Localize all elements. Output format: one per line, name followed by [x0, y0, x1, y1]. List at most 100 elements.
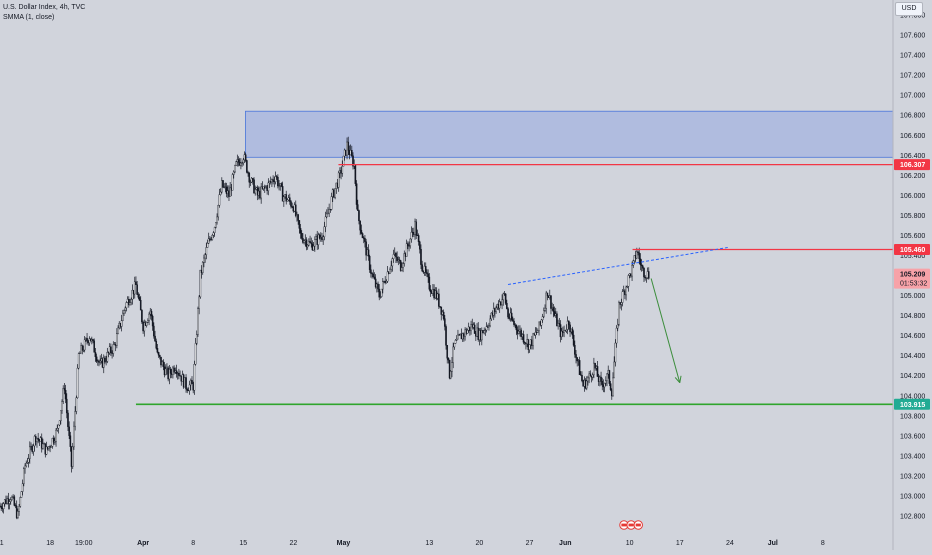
candle-body [517, 331, 520, 334]
candle-body [392, 254, 395, 259]
candle-body [139, 299, 142, 311]
y-tick-label: 106.400 [900, 153, 925, 160]
candle-body [211, 235, 214, 240]
candle-body [188, 384, 191, 391]
candle-body [13, 496, 16, 506]
candle-body [25, 462, 28, 467]
candle-body [306, 244, 309, 248]
currency-button[interactable]: USD [895, 2, 923, 16]
y-tick-label: 107.800 [900, 13, 925, 20]
candle-body [194, 343, 197, 365]
candle-body [229, 187, 231, 197]
candle-body [367, 249, 370, 257]
candle-body [231, 174, 234, 191]
us-flag-stripe [635, 523, 641, 527]
candle-body [488, 325, 490, 327]
candle-body [560, 330, 563, 338]
candle-body [606, 373, 608, 381]
candle-body [515, 325, 518, 331]
y-tick-label: 105.600 [900, 233, 925, 240]
candle-body [398, 259, 401, 261]
candle-body [553, 311, 556, 316]
candle-body [442, 311, 445, 319]
candle-body [160, 356, 162, 366]
candle-body [286, 199, 289, 202]
candle-body [593, 362, 595, 375]
legend-title: U.S. Dollar Index, 4h, TVC [3, 4, 86, 11]
candle-body [125, 302, 128, 309]
candle-body [278, 185, 280, 187]
candle-body [532, 333, 534, 346]
candle-body [309, 241, 311, 243]
x-tick-label: 22 [289, 540, 297, 547]
candle-body [219, 191, 222, 195]
candle-body [244, 154, 247, 161]
candle-body [45, 446, 48, 455]
candle-body [133, 281, 136, 295]
candle-body [104, 357, 106, 362]
candle-body [565, 329, 568, 332]
y-tick-label: 106.200 [900, 173, 925, 180]
candle-body [626, 286, 629, 288]
candle-body [361, 233, 364, 239]
candle-body [483, 330, 485, 334]
candle-body [240, 162, 242, 166]
y-tick-label: 107.600 [900, 33, 925, 40]
candle-body [355, 183, 358, 205]
candle-body [356, 204, 359, 211]
candle-body [364, 238, 366, 242]
candle-body [427, 273, 429, 278]
candle-body [330, 196, 333, 210]
y-tick-label: 103.600 [900, 433, 925, 440]
candle-body [445, 326, 447, 346]
candle-body [640, 264, 643, 267]
candle-body [169, 368, 172, 374]
candle-body [591, 374, 594, 378]
x-tick-label: 8 [821, 540, 825, 547]
candle-body [616, 324, 619, 329]
candle-body [440, 306, 443, 315]
candle-body [14, 505, 17, 507]
candle-body [446, 345, 449, 359]
candle-body [374, 278, 377, 288]
price-label-value: 105.209 [900, 272, 925, 279]
candle-body [389, 269, 391, 274]
candle-body [60, 410, 62, 422]
rising-trendline [507, 246, 728, 286]
candle-body [359, 220, 361, 231]
candle-body [373, 276, 376, 280]
candle-body [102, 357, 105, 368]
candle-body [2, 503, 5, 510]
x-tick-label: 11 [0, 540, 4, 547]
candle-body [571, 328, 574, 336]
y-tick-label: 104.000 [900, 393, 925, 400]
candle-body [324, 216, 327, 228]
candle-body [105, 361, 107, 363]
x-tick-label: 19:00 [75, 540, 93, 547]
x-tick-label: 18 [46, 540, 54, 547]
candle-body [253, 179, 255, 194]
candle-body [32, 445, 35, 452]
candle-body [129, 302, 131, 306]
candle-body [83, 339, 86, 351]
candle-body [371, 273, 373, 275]
candle-body [212, 232, 215, 236]
candle-body [360, 229, 363, 234]
candle-body [285, 194, 288, 202]
x-tick-label: May [337, 540, 351, 547]
candle-body [201, 262, 204, 273]
candle-body [490, 312, 493, 320]
candle-body [322, 236, 324, 240]
candle-body [563, 330, 565, 333]
candle-body [74, 411, 76, 427]
candle-body [618, 302, 620, 325]
candle-body [299, 228, 302, 234]
candle-body [193, 364, 196, 391]
candle-body [417, 235, 420, 243]
y-tick-label: 103.800 [900, 413, 925, 420]
candle-body [141, 309, 143, 323]
candle-body [568, 320, 570, 326]
candle-body [130, 299, 132, 303]
